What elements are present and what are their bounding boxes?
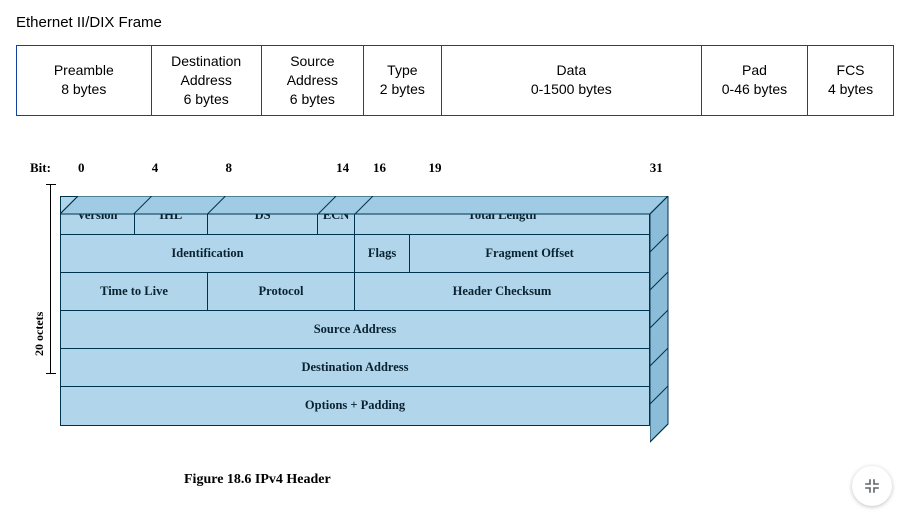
bit-8: 8 — [226, 160, 233, 176]
eth-cell-1: Destination Address6 bytes — [152, 46, 262, 115]
ipv4-cell-options-padding: Options + Padding — [61, 387, 649, 425]
eth-cell-3: Type2 bytes — [364, 46, 442, 115]
iso-right-face — [650, 196, 669, 443]
eth-cell-0: Preamble8 bytes — [17, 46, 152, 115]
bit-14: 14 — [336, 160, 349, 176]
ipv4-cell-source-address: Source Address — [61, 311, 649, 348]
ethernet-title: Ethernet II/DIX Frame — [16, 14, 894, 31]
ipv4-row-4: Destination Address — [61, 349, 649, 387]
ipv4-cell-header-checksum: Header Checksum — [355, 273, 649, 310]
ipv4-cell-flags: Flags — [355, 235, 410, 272]
bit-0: 0 — [78, 160, 85, 176]
ipv4-cell-fragment-offset: Fragment Offset — [410, 235, 649, 272]
bit-19: 19 — [428, 160, 441, 176]
ipv4-grid: VersionIHLDSECNTotal LengthIdentificatio… — [60, 196, 650, 426]
ipv4-row-5: Options + Padding — [61, 387, 649, 425]
ipv4-cell-time-to-live: Time to Live — [61, 273, 208, 310]
ipv4-side-bracket — [46, 184, 56, 374]
ipv4-row-3: Source Address — [61, 311, 649, 349]
iso-top-face — [60, 196, 669, 215]
bit-31: 31 — [650, 160, 663, 176]
bit-ruler: Bit: 04814161931 — [60, 160, 894, 178]
ipv4-cell-protocol: Protocol — [208, 273, 355, 310]
eth-cell-2: Source Address6 bytes — [262, 46, 364, 115]
exit-fullscreen-icon — [864, 478, 880, 494]
figure-caption: Figure 18.6 IPv4 Header — [184, 472, 894, 488]
ipv4-row-1: IdentificationFlagsFragment Offset — [61, 235, 649, 273]
ipv4-cell-destination-address: Destination Address — [61, 349, 649, 386]
eth-cell-5: Pad0-46 bytes — [702, 46, 808, 115]
ipv4-side-label: 20 octets — [32, 311, 47, 355]
ethernet-frame-table: Preamble8 bytesDestination Address6 byte… — [16, 45, 894, 116]
eth-cell-6: FCS4 bytes — [808, 46, 893, 115]
bit-4: 4 — [152, 160, 159, 176]
ipv4-cube: VersionIHLDSECNTotal LengthIdentificatio… — [60, 196, 894, 426]
bit-16: 16 — [373, 160, 386, 176]
ipv4-cell-identification: Identification — [61, 235, 355, 272]
ipv4-row-2: Time to LiveProtocolHeader Checksum — [61, 273, 649, 311]
ipv4-figure: 20 octets Bit: 0 4 8 14 16 19 31 VersionIHLDSE… — [24, 160, 894, 488]
exit-fullscreen-button[interactable] — [852, 466, 892, 506]
eth-cell-4: Data0-1500 bytes — [442, 46, 702, 115]
bit-word: Bit: — [30, 160, 51, 176]
